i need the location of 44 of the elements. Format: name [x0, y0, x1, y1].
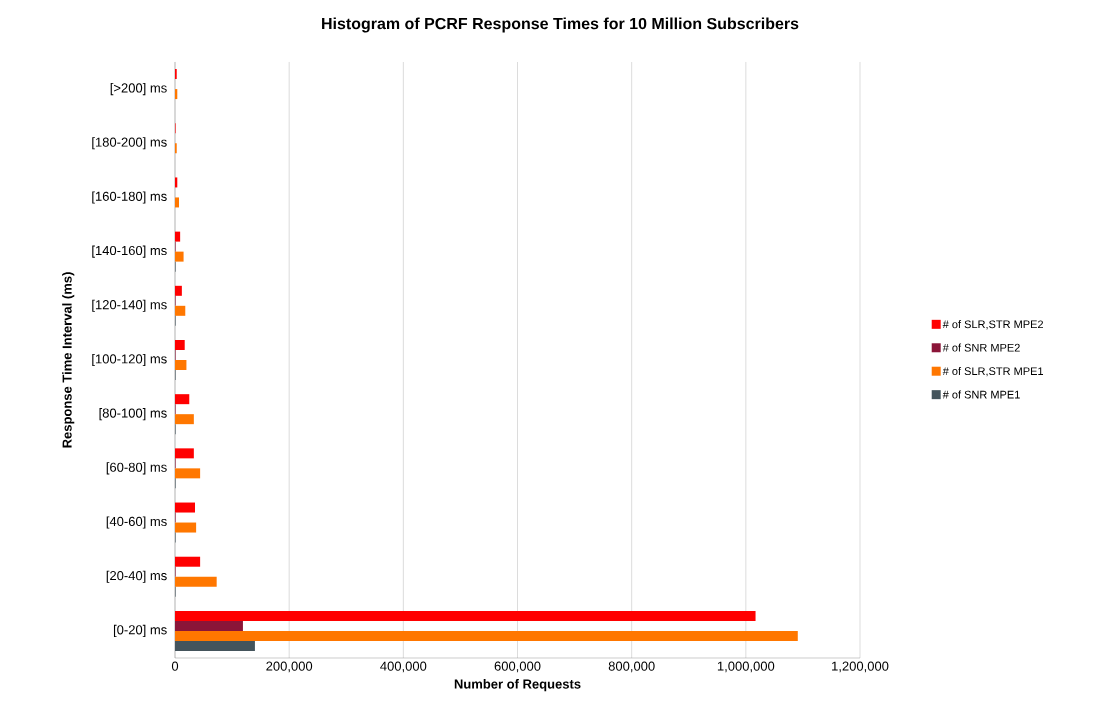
bar [175, 468, 201, 479]
y-tick-label: [20-40] ms [106, 570, 167, 583]
chart-title: Histogram of PCRF Response Times for 10 Million Subscribers [322, 17, 799, 33]
y-tick-label: [120-140] ms [92, 299, 167, 312]
bar [175, 610, 756, 621]
bar [175, 394, 190, 405]
x-axis-title: Number of Requests [454, 679, 581, 692]
y-tick-label: [100-120] ms [92, 353, 167, 367]
y-tick-label: [160-180] ms [92, 191, 167, 204]
bar [175, 620, 243, 631]
bar [175, 556, 201, 567]
y-axis-title: Response Time Interval (ms) [62, 272, 75, 448]
legend-label: # of SLR,STR MPE2 [942, 320, 1043, 330]
bar [175, 502, 195, 513]
x-tick-label: 400,000 [380, 661, 427, 673]
bar [175, 339, 185, 350]
legend-label: # of SNR MPE2 [942, 343, 1020, 352]
y-tick-label: [40-60] ms [106, 516, 167, 529]
y-tick-label: [80-100] ms [99, 408, 167, 421]
bar [175, 359, 187, 370]
legend-label: # of SNR MPE1 [942, 390, 1020, 399]
x-tick-label: 200,000 [266, 661, 313, 673]
y-tick-label: [60-80] ms [106, 462, 167, 475]
x-tick-label: 1,200,000 [832, 661, 889, 673]
x-tick-label: 600,000 [494, 661, 541, 673]
x-tick-label: 800,000 [608, 661, 655, 673]
x-tick-label: 1,000,000 [717, 661, 775, 673]
y-tick-label: [140-160] ms [92, 245, 167, 258]
bar [175, 251, 184, 262]
bar [175, 448, 194, 459]
bar [175, 305, 186, 316]
bar [175, 197, 179, 208]
x-tick-label: 0 [171, 661, 179, 671]
bar [175, 285, 182, 296]
bar [175, 640, 255, 651]
y-tick-label: [180-200] ms [92, 137, 167, 150]
bar [175, 231, 181, 242]
bar [175, 522, 197, 533]
bar [175, 576, 217, 587]
bar [175, 414, 194, 425]
y-tick-label: [0-20] ms [113, 624, 167, 637]
legend-label: # of SLR,STR MPE1 [942, 366, 1044, 377]
y-tick-label: [>200] ms [110, 83, 167, 96]
bar [175, 630, 798, 641]
